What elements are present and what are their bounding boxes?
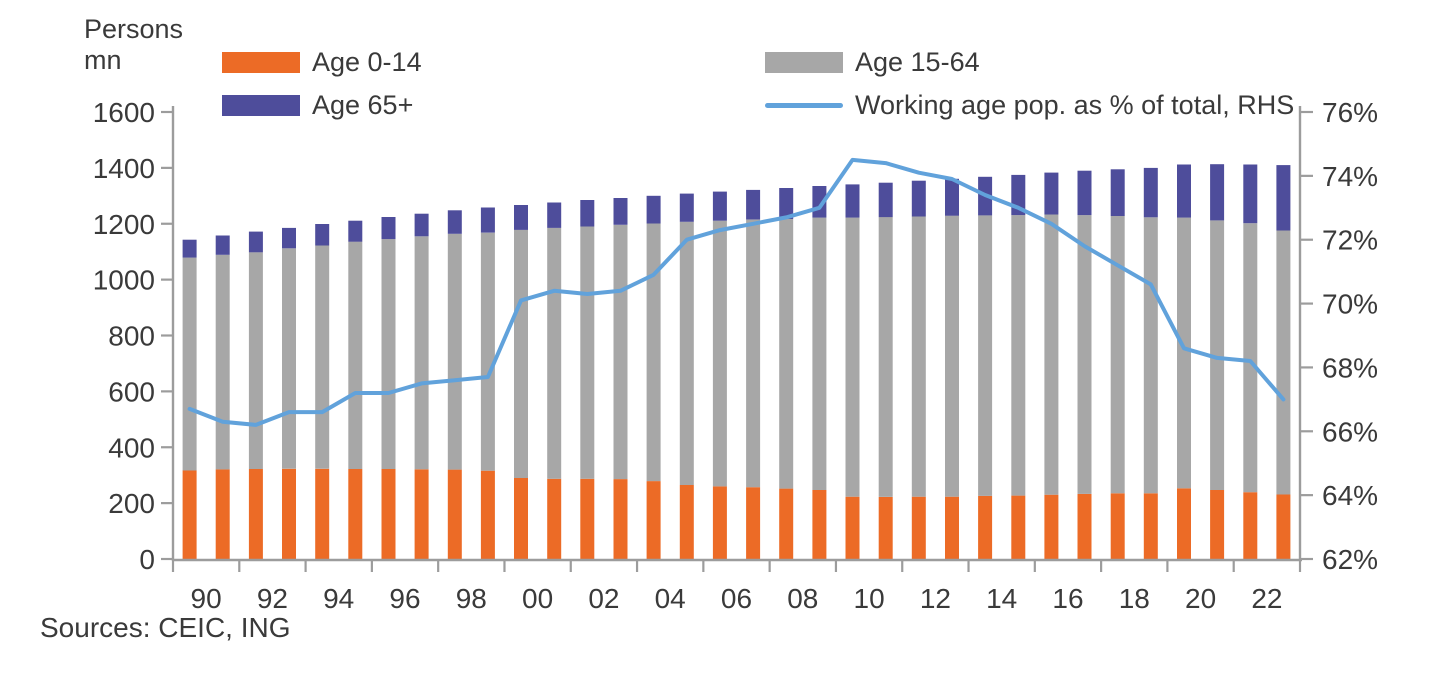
svg-text:10: 10 — [854, 583, 885, 614]
svg-text:68%: 68% — [1322, 352, 1378, 383]
age-65-plus-swatch-icon — [222, 94, 300, 116]
svg-text:98: 98 — [456, 583, 487, 614]
svg-text:600: 600 — [108, 376, 155, 407]
svg-text:1000: 1000 — [93, 265, 155, 296]
svg-text:22: 22 — [1251, 583, 1282, 614]
svg-text:62%: 62% — [1322, 544, 1378, 575]
svg-text:94: 94 — [323, 583, 354, 614]
svg-text:16: 16 — [1052, 583, 1083, 614]
svg-text:08: 08 — [787, 583, 818, 614]
age-0-14-swatch-icon — [222, 51, 300, 73]
svg-text:1200: 1200 — [93, 209, 155, 240]
svg-text:18: 18 — [1119, 583, 1150, 614]
age-15-64-swatch-icon — [765, 51, 843, 73]
svg-text:0: 0 — [139, 544, 155, 575]
svg-text:70%: 70% — [1322, 289, 1378, 320]
svg-text:96: 96 — [389, 583, 420, 614]
svg-text:200: 200 — [108, 488, 155, 519]
svg-text:20: 20 — [1185, 583, 1216, 614]
y-axis-unit-label: Persons mn — [84, 14, 184, 76]
svg-text:14: 14 — [986, 583, 1017, 614]
svg-text:64%: 64% — [1322, 480, 1378, 511]
legend-item-working-age-line: Working age pop. as % of total, RHS — [765, 90, 1294, 120]
legend-item-age-0-14: Age 0-14 — [222, 47, 422, 77]
svg-text:02: 02 — [588, 583, 619, 614]
legend-label-age-0-14: Age 0-14 — [312, 46, 422, 77]
sources-note: Sources: CEIC, ING — [40, 612, 291, 643]
svg-text:06: 06 — [721, 583, 752, 614]
svg-text:12: 12 — [920, 583, 951, 614]
legend-label-age-15-64: Age 15-64 — [855, 46, 980, 77]
svg-text:90: 90 — [191, 583, 222, 614]
svg-text:00: 00 — [522, 583, 553, 614]
svg-text:1600: 1600 — [93, 97, 155, 128]
svg-text:04: 04 — [655, 583, 686, 614]
legend-label-age-65-plus: Age 65+ — [312, 89, 414, 120]
svg-text:1400: 1400 — [93, 153, 155, 184]
svg-text:74%: 74% — [1322, 161, 1378, 192]
legend-item-age-65-plus: Age 65+ — [222, 90, 413, 120]
svg-text:76%: 76% — [1322, 97, 1378, 128]
svg-text:92: 92 — [257, 583, 288, 614]
working-age-line-swatch-icon — [765, 102, 843, 108]
svg-text:66%: 66% — [1322, 416, 1378, 447]
legend-label-working-age-line: Working age pop. as % of total, RHS — [855, 89, 1295, 120]
svg-text:800: 800 — [108, 321, 155, 352]
svg-text:72%: 72% — [1322, 225, 1378, 256]
svg-text:400: 400 — [108, 432, 155, 463]
legend-item-age-15-64: Age 15-64 — [765, 47, 980, 77]
